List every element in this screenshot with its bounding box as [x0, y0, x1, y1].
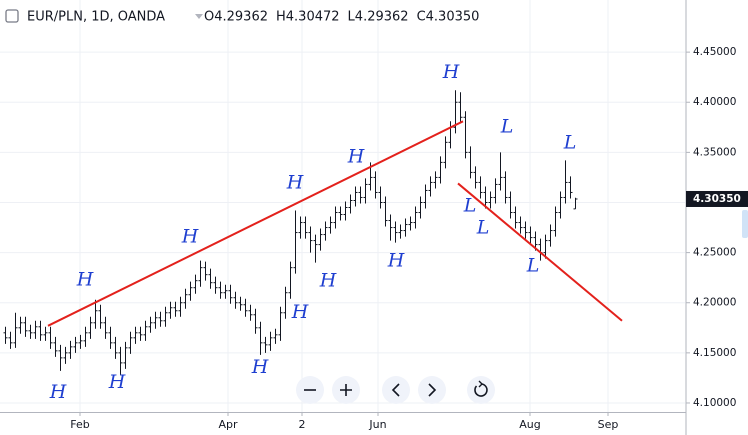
ohlc-bars	[3, 90, 578, 375]
ohlc-legend-key: L	[348, 10, 356, 25]
x-tick-label: Sep	[598, 418, 619, 431]
x-tick-label: Apr	[218, 418, 238, 431]
y-tick-label: 4.35000	[693, 146, 736, 158]
scroll-left-icon	[391, 383, 400, 397]
hand-annotation: L	[500, 115, 514, 137]
ohlc-legend-value: 4.29362	[214, 10, 268, 25]
grid	[0, 0, 685, 412]
ohlc-legend-key: H	[276, 10, 286, 25]
hand-annotation: L	[563, 131, 577, 153]
scroll-right-button[interactable]	[418, 376, 446, 404]
y-tick-label: 4.20000	[693, 297, 736, 309]
hand-annotation: H	[108, 371, 126, 393]
scroll-handle[interactable]	[742, 210, 748, 238]
hand-annotation: H	[319, 270, 337, 292]
trendline	[457, 182, 623, 322]
x-tick-label: Jun	[368, 418, 386, 431]
hand-annotation: H	[442, 61, 460, 83]
reset-icon-arrow	[478, 380, 483, 388]
last-price-box	[686, 190, 748, 207]
hand-annotation: L	[463, 195, 477, 217]
ohlc-legend-value: 4.30472	[286, 10, 340, 25]
hand-annotation: H	[387, 250, 405, 272]
x-tick-label: 2	[299, 418, 306, 431]
hand-annotation: L	[526, 255, 540, 277]
zoom-in-icon	[340, 384, 352, 396]
legend-header: EUR/PLN, 1D, OANDA O 4.29362 H 4.30472 L 4.29…	[5, 9, 479, 25]
toolbar	[296, 376, 495, 404]
hand-annotation: H	[251, 356, 269, 378]
x-tick-label: Feb	[70, 418, 89, 431]
hand-annotation: H	[181, 226, 199, 248]
hand-annotation: H	[291, 301, 309, 323]
hand-annotation: L	[476, 217, 490, 239]
reset-button[interactable]	[467, 376, 495, 404]
last-price-label: 4.30350	[693, 193, 741, 205]
reset-icon	[474, 383, 488, 397]
ohlc-legend-value: 4.29362	[355, 10, 409, 25]
y-tick-label: 4.25000	[693, 247, 736, 259]
dropdown-arrow[interactable]	[195, 14, 203, 19]
x-tick-label: Aug	[519, 418, 540, 431]
scroll-right-icon	[428, 383, 437, 397]
hand-annotation: H	[347, 145, 365, 167]
y-tick-label: 4.15000	[693, 347, 736, 359]
ohlc-legend-key: C	[417, 10, 426, 25]
y-tick-label: 4.40000	[693, 96, 736, 108]
ohlc-legend-value: 4.30350	[426, 10, 480, 25]
symbol-title: EUR/PLN, 1D, OANDA	[27, 10, 165, 25]
hand-annotation: H	[286, 171, 304, 193]
trendline	[47, 120, 464, 327]
scroll-left-button[interactable]	[382, 376, 410, 404]
hand-annotation: H	[76, 269, 94, 291]
axes: 4.100004.150004.200004.250004.300004.350…	[70, 46, 748, 431]
symbol-icon[interactable]	[5, 9, 19, 23]
y-tick-label: 4.10000	[693, 397, 736, 409]
ohlc-legend: O 4.29362 H 4.30472 L 4.29362 C 4.30350	[204, 10, 479, 25]
hand-annotation: H	[49, 381, 67, 403]
y-tick-label: 4.45000	[693, 46, 736, 58]
ohlc-legend-key: O	[204, 10, 214, 25]
